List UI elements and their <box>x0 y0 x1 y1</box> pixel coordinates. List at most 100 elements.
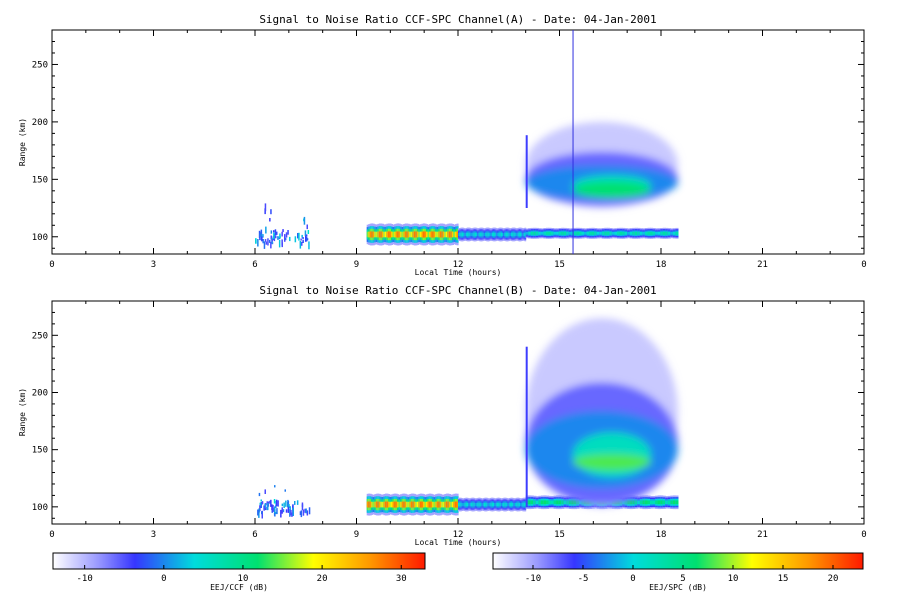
echo-band-cell <box>409 501 412 508</box>
echo-spot <box>258 508 260 513</box>
echo-band-cell <box>450 501 453 508</box>
echo-band-cell <box>473 232 476 237</box>
echo-band-cell <box>520 232 522 237</box>
echo-band-cell <box>384 501 387 508</box>
colorbar-spc-label: EEJ/SPC (dB) <box>649 583 707 592</box>
echo-band-cell <box>481 502 484 507</box>
x-tick-label: 6 <box>252 530 257 540</box>
echo-band-cell <box>561 500 565 505</box>
echo-band-cell <box>395 231 398 238</box>
echo-spot <box>278 240 281 248</box>
colorbar-ccf-label: EEJ/CCF (dB) <box>210 583 268 592</box>
echo-band-cell <box>665 231 669 235</box>
echo-band-cell <box>461 232 464 237</box>
echo-band-cell <box>471 232 474 237</box>
colorbar-tick-label: 10 <box>728 574 739 584</box>
echo-spot <box>307 230 310 234</box>
echo-band-cell <box>380 231 383 238</box>
panel-b-echo-blob <box>525 318 678 507</box>
echo-band-cell <box>591 231 595 235</box>
echo-band-cell <box>629 500 633 505</box>
echo-band-cell <box>476 232 478 237</box>
echo-spot <box>259 233 261 238</box>
echo-band-cell <box>441 231 444 238</box>
echo-band-cell <box>409 231 412 238</box>
echo-band-cell <box>386 501 389 508</box>
echo-spot <box>305 235 307 242</box>
echo-band-cell <box>566 231 570 235</box>
echo-band-cell <box>647 231 651 235</box>
echo-band-cell <box>497 232 500 237</box>
echo-spot <box>282 509 285 513</box>
echo-spot <box>281 231 283 237</box>
echo-band-cell <box>632 231 636 235</box>
echo-band-cell <box>538 500 542 505</box>
echo-band-cell <box>546 500 550 505</box>
echo-band-cell <box>523 502 526 507</box>
echo-band-cell <box>386 231 389 238</box>
echo-spot <box>275 505 277 508</box>
echo-band-cell <box>490 232 493 237</box>
echo-band-cell <box>391 501 394 508</box>
echo-band-cell <box>556 500 560 505</box>
echo-spot <box>305 508 307 514</box>
echo-band-cell <box>448 501 451 508</box>
echo-band-cell <box>493 502 495 507</box>
echo-band-cell <box>521 502 523 507</box>
echo-spot <box>284 234 286 242</box>
echo-band-cell <box>404 501 407 508</box>
x-tick-label: 0 <box>49 260 54 270</box>
x-tick-label: 18 <box>656 530 667 540</box>
echo-band-cell <box>460 232 462 237</box>
echo-band-cell <box>418 231 421 238</box>
echo-band-cell <box>441 501 444 508</box>
echo-band-cell <box>468 232 470 237</box>
echo-band-cell <box>400 231 403 238</box>
panel-b-axes: 0 3 6 9 12 15 18 21 0 100 150 200 250 <box>32 300 867 540</box>
echo-spot <box>291 512 293 517</box>
echo-band-cell <box>469 502 471 507</box>
echo-band-cell <box>538 231 542 235</box>
echo-spot <box>290 509 292 516</box>
echo-band-cell <box>473 502 476 507</box>
echo-band-cell <box>384 231 387 238</box>
echo-band-cell <box>637 500 641 504</box>
echo-band-cell <box>586 231 590 235</box>
echo-blob-haze <box>525 121 678 209</box>
panel-b-frame <box>51 300 865 525</box>
colorbar-tick-label: 10 <box>238 574 249 584</box>
echo-band-cell <box>576 500 580 505</box>
echo-band-cell <box>421 501 424 508</box>
echo-band-cell <box>447 501 450 508</box>
echo-spot <box>262 234 264 238</box>
echo-band-cell <box>374 501 377 508</box>
echo-spot <box>289 236 291 242</box>
echo-band-cell <box>513 232 515 237</box>
echo-band-cell <box>675 500 679 505</box>
echo-spot <box>297 233 299 239</box>
echo-band-cell <box>472 232 475 237</box>
echo-spot <box>264 489 266 494</box>
echo-band-cell <box>667 231 671 235</box>
echo-band-cell <box>463 232 466 237</box>
echo-band-cell <box>503 232 505 237</box>
echo-band-cell <box>416 501 419 508</box>
colorbar-tick-label: 20 <box>317 574 328 584</box>
echo-spot <box>287 506 290 513</box>
echo-band-cell <box>477 232 479 237</box>
colorbar-tick-label: -10 <box>77 574 93 584</box>
echo-spot <box>270 499 272 507</box>
echo-band-cell <box>378 231 381 238</box>
echo-spot <box>261 236 263 242</box>
echo-band-cell <box>485 502 487 507</box>
echo-band-cell <box>558 231 562 235</box>
echo-spot <box>306 224 308 230</box>
echo-spot <box>273 232 275 239</box>
echo-band-cell <box>375 231 378 238</box>
panel-b-ylabel: Range (km) <box>18 388 27 436</box>
echo-band-cell <box>423 501 426 508</box>
echo-band-cell <box>480 232 483 237</box>
echo-spot <box>281 503 284 507</box>
echo-band-cell <box>435 231 438 238</box>
echo-band-cell <box>563 231 567 235</box>
